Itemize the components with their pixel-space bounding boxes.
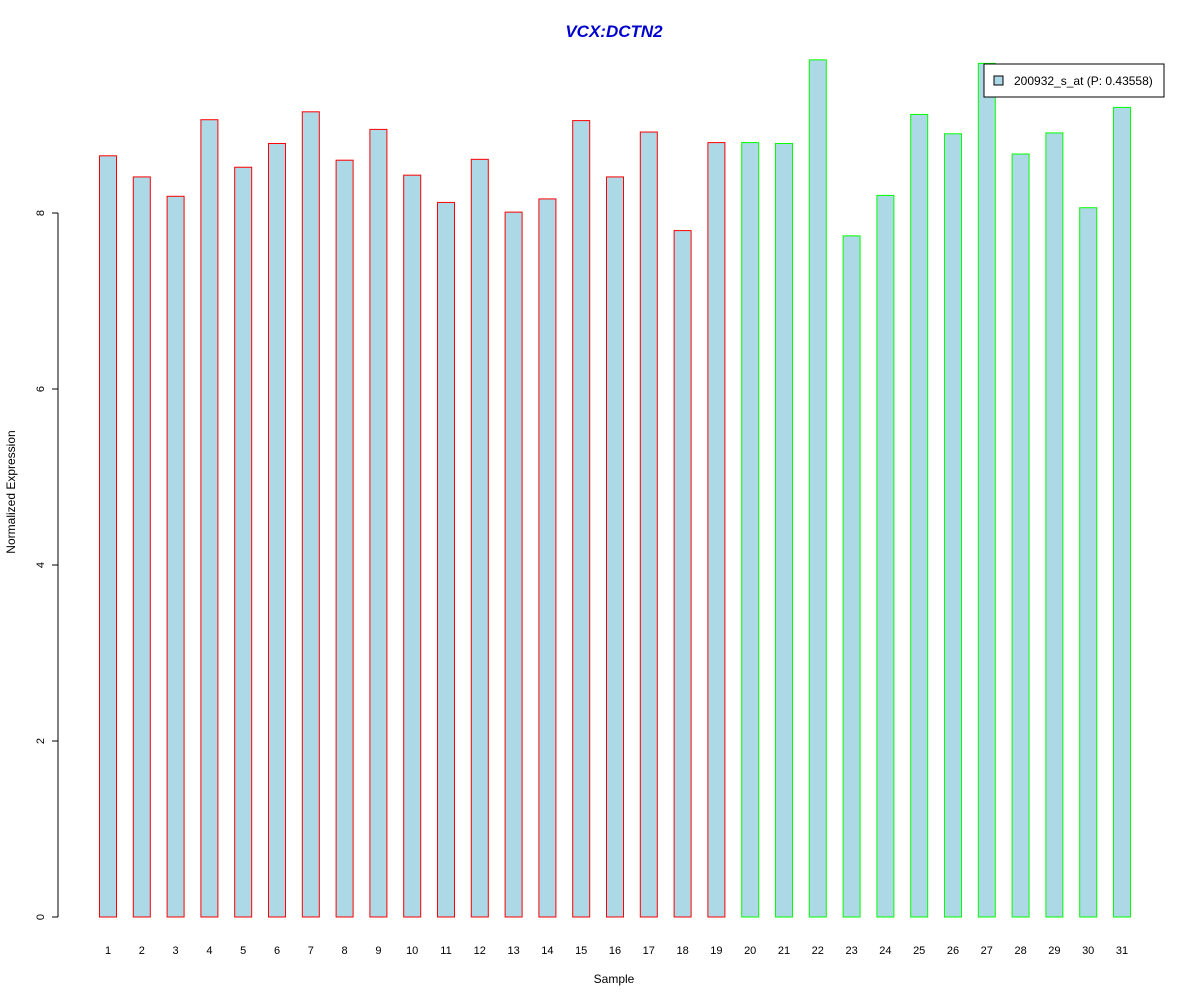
y-tick-label: 6: [35, 386, 47, 392]
bar-sample-23: [842, 235, 861, 918]
bar-sample-6: [268, 142, 286, 918]
bar-sample-26: [944, 133, 962, 918]
x-tick-label: 18: [676, 945, 688, 957]
bar-sample-8: [335, 159, 354, 918]
x-tick-label: 10: [406, 945, 418, 957]
x-tick-label: 11: [440, 945, 451, 957]
bar-sample-1: [99, 155, 117, 918]
bar-sample-13: [504, 211, 523, 918]
legend-entry: 200932_s_at (P: 0.43558): [1014, 74, 1153, 88]
bar-sample-14: [538, 198, 557, 918]
x-tick-label: 20: [744, 945, 756, 957]
x-tick-label: 27: [981, 945, 993, 957]
legend-swatch: [993, 75, 1004, 86]
x-tick-label: 28: [1014, 945, 1026, 957]
bar-sample-11: [437, 201, 455, 918]
x-tick-label: 8: [342, 945, 348, 957]
y-axis-label: Normalized Expression: [4, 430, 18, 553]
legend-box: [983, 63, 1165, 98]
x-tick-label: 2: [139, 945, 145, 957]
bar-sample-3: [166, 195, 185, 918]
x-tick-label: 15: [575, 945, 587, 957]
bar-sample-22: [808, 59, 827, 918]
x-tick-label: 1: [105, 945, 111, 957]
x-tick-label: 26: [947, 945, 959, 957]
y-tick-label: 8: [35, 210, 47, 216]
x-tick-label: 12: [474, 945, 486, 957]
x-tick-label: 3: [173, 945, 179, 957]
bar-sample-20: [741, 142, 760, 918]
bar-sample-18: [673, 230, 692, 918]
bar-sample-24: [876, 194, 895, 918]
x-tick-label: 19: [710, 945, 722, 957]
y-axis: 0 2 4 6 8: [35, 210, 59, 920]
x-tick-label: 30: [1082, 945, 1094, 957]
x-axis-label: Sample: [594, 972, 635, 986]
x-tick-label: 21: [778, 945, 790, 957]
bar-sample-19: [707, 142, 726, 918]
bar-sample-28: [1011, 153, 1030, 918]
x-tick-label: 5: [240, 945, 246, 957]
legend: 200932_s_at (P: 0.43558): [983, 63, 1165, 98]
x-tick-label: 4: [206, 945, 212, 957]
x-tick-label: 13: [507, 945, 519, 957]
x-tick-label: 25: [913, 945, 925, 957]
bar-sample-10: [403, 174, 422, 918]
bar-sample-17: [639, 131, 658, 918]
x-tick-label: 24: [879, 945, 891, 957]
x-tick-label: 6: [274, 945, 280, 957]
x-tick-label: 22: [812, 945, 824, 957]
x-tick-label: 23: [845, 945, 857, 957]
bar-sample-21: [775, 142, 793, 918]
x-tick-label: 29: [1048, 945, 1060, 957]
bar-sample-12: [470, 158, 489, 918]
bar-sample-9: [369, 128, 388, 918]
bar-sample-30: [1079, 207, 1098, 918]
y-tick-label: 0: [35, 914, 47, 920]
x-tick-label: 31: [1116, 945, 1128, 957]
x-tick-label: 17: [643, 945, 655, 957]
bar-sample-25: [910, 113, 929, 918]
x-tick-label: 16: [609, 945, 621, 957]
bar-sample-16: [606, 176, 624, 918]
x-tick-label: 14: [541, 945, 553, 957]
bar-sample-29: [1045, 132, 1064, 918]
chart-title: VCX:DCTN2: [565, 22, 663, 41]
bar-sample-2: [132, 176, 151, 918]
x-tick-label: 9: [375, 945, 381, 957]
bar-sample-5: [234, 166, 253, 918]
bars: [99, 59, 1131, 918]
bar-sample-31: [1113, 106, 1131, 918]
bar-sample-4: [200, 119, 219, 918]
y-tick-label: 2: [35, 738, 47, 744]
x-tick-label: 7: [308, 945, 314, 957]
bar-sample-15: [572, 120, 591, 918]
bar-sample-7: [301, 111, 320, 918]
y-tick-label: 4: [35, 562, 47, 568]
x-tick-labels: 1 2 3 4 5 6 7 8 9 10 11 12 13 14 15 16 17 18 19 20 21 22 23 24 2…: [105, 945, 1128, 957]
bar-sample-27: [977, 62, 996, 918]
